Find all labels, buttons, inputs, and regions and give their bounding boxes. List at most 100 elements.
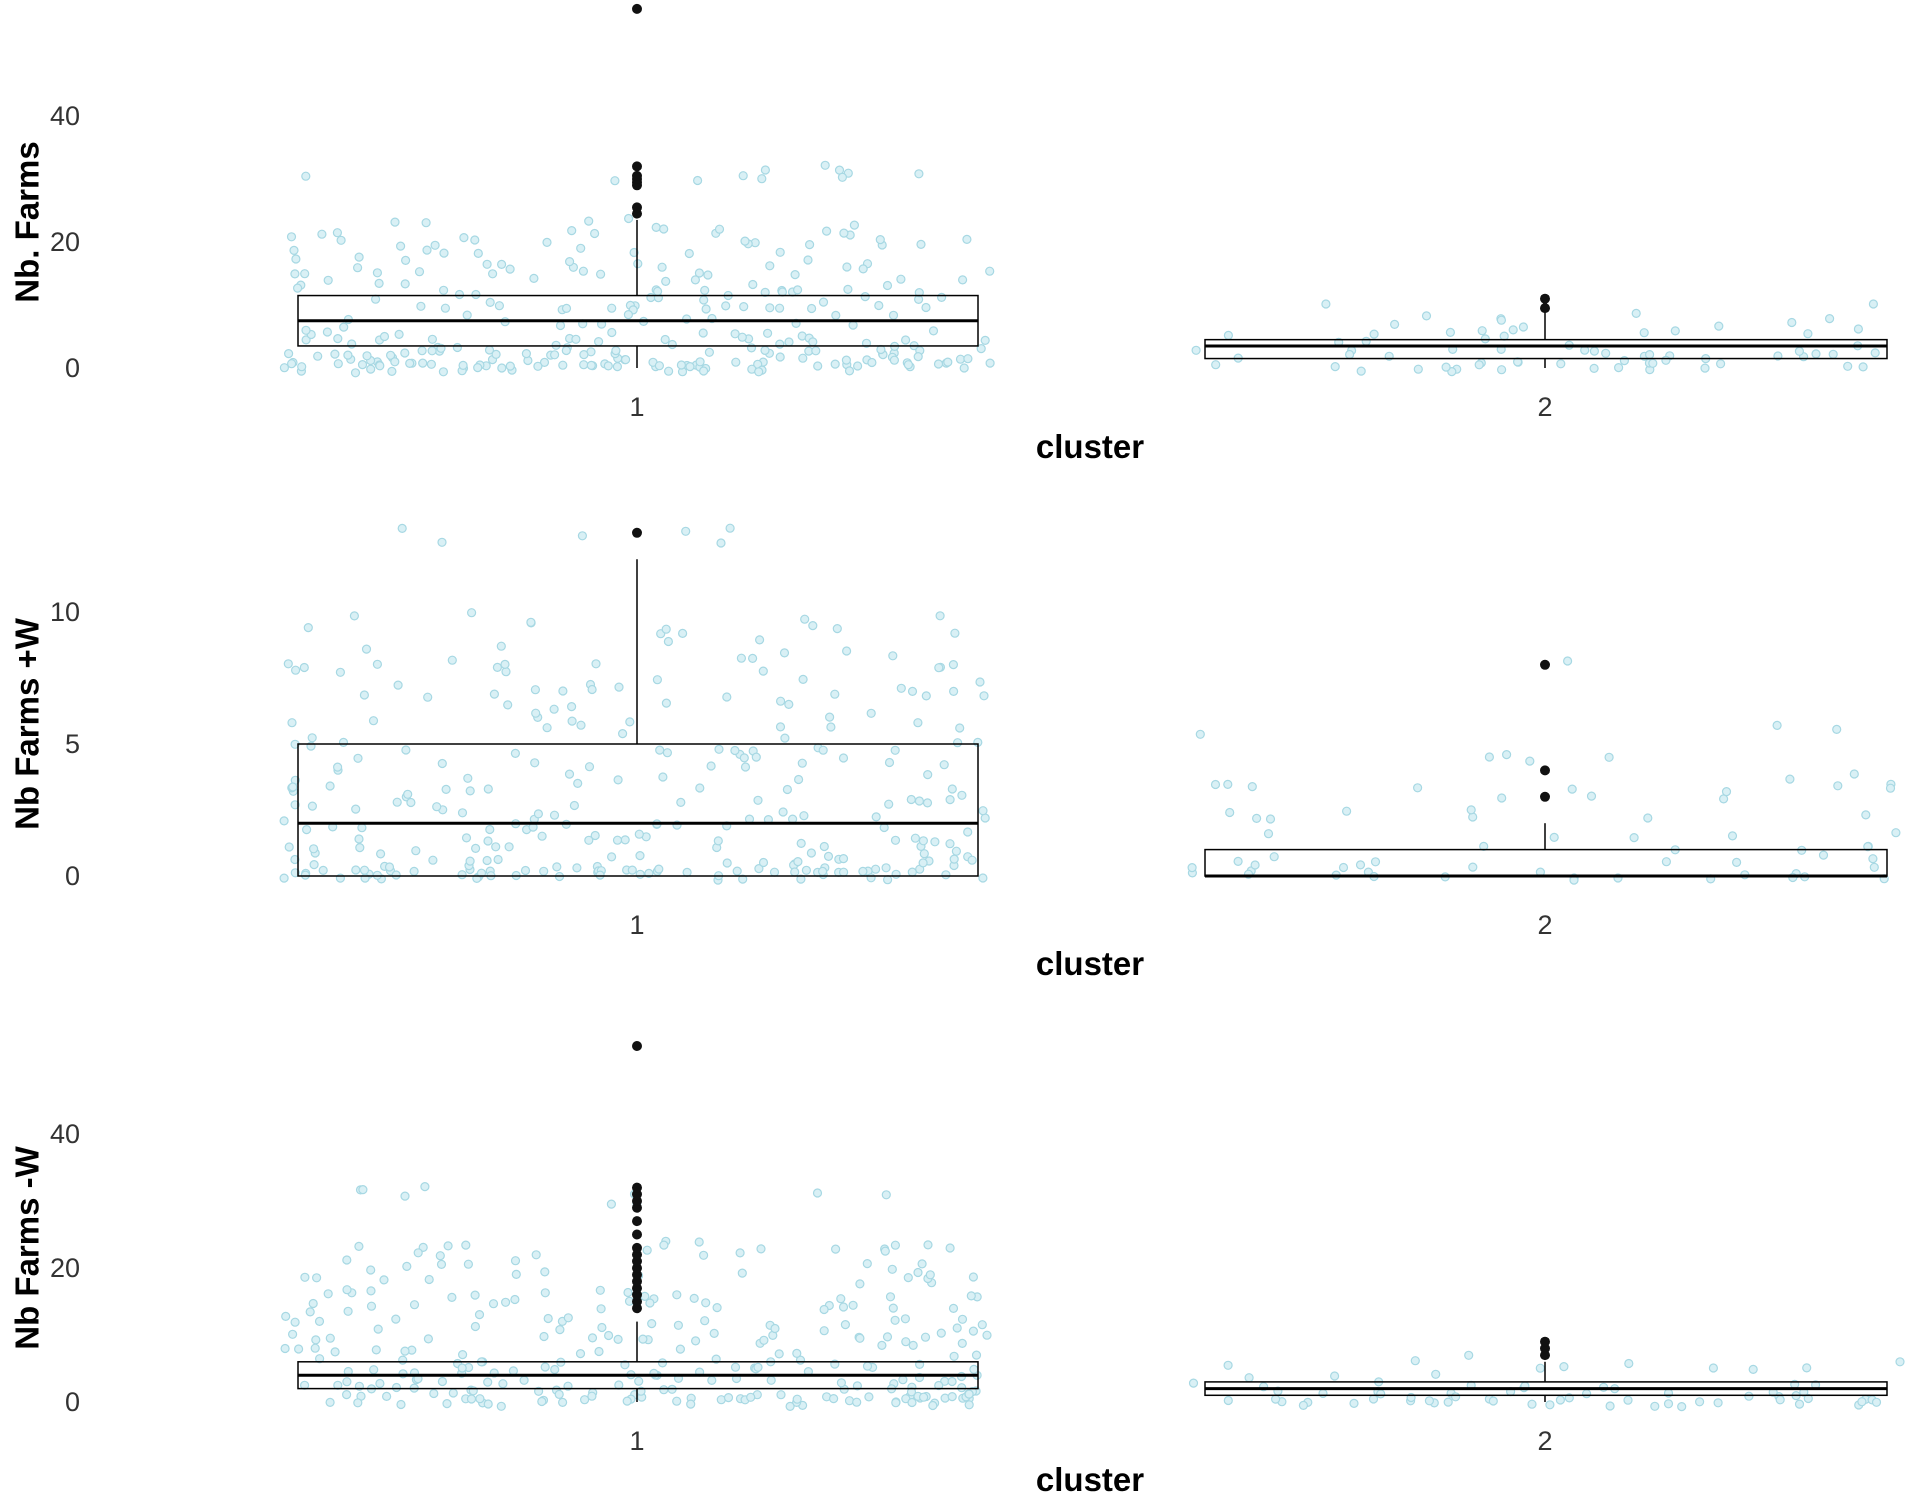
jitter-point [1869, 862, 1879, 872]
jitter-point [414, 267, 425, 277]
jitter-point [948, 1303, 959, 1314]
jitter-point [739, 753, 749, 763]
jitter-point [1643, 813, 1653, 823]
jitter-point [573, 778, 583, 789]
jitter-point [421, 218, 431, 228]
jitter-point [658, 772, 668, 782]
jitter-point [587, 684, 597, 695]
jitter-point [777, 287, 788, 297]
jitter-point [1849, 769, 1859, 779]
jitter-point [779, 648, 790, 658]
jitter-point [343, 1306, 353, 1316]
jitter-point [930, 837, 940, 847]
jitter-point [416, 301, 426, 311]
jitter-point [652, 286, 663, 296]
jitter-point [428, 855, 438, 865]
jitter-point [964, 1400, 974, 1410]
jitter-point [1424, 1396, 1435, 1406]
jitter-point [503, 700, 513, 710]
jitter-point [406, 797, 416, 808]
jitter-point [746, 343, 757, 353]
jitter-point [673, 1320, 684, 1330]
jitter-point [866, 873, 876, 883]
jitter-point [877, 1340, 887, 1351]
box-iqr [1204, 338, 1888, 360]
jitter-point [1265, 814, 1276, 824]
jitter-point [440, 303, 450, 313]
jitter-point [855, 1279, 865, 1289]
jitter-point [722, 858, 732, 868]
jitter-point [838, 1302, 849, 1312]
jitter-point [1818, 850, 1829, 860]
jitter-point [784, 699, 794, 710]
jitter-point [928, 1400, 938, 1411]
jitter-point [587, 1391, 597, 1401]
jitter-point [963, 354, 973, 364]
jitter-point [1269, 852, 1279, 862]
jitter-point [301, 325, 311, 335]
jitter-point [1450, 1392, 1461, 1402]
jitter-point [655, 745, 665, 755]
jitter-point [976, 344, 986, 354]
jitter-point [353, 263, 363, 273]
jitter-point [1247, 781, 1257, 792]
jitter-point [713, 836, 723, 846]
jitter-point [459, 233, 469, 243]
jitter-point [622, 1396, 632, 1406]
jitter-point [731, 357, 741, 367]
jitter-point [623, 1287, 633, 1298]
jitter-point [959, 363, 969, 373]
jitter-point [595, 870, 605, 880]
jitter-point [1775, 1395, 1785, 1405]
jitter-point [852, 1397, 862, 1407]
jitter-point [737, 332, 747, 342]
jitter-point [635, 869, 645, 879]
jitter-point [426, 359, 436, 369]
jitter-point [496, 1401, 506, 1411]
jitter-point [610, 176, 620, 186]
jitter-point [305, 1307, 315, 1317]
jitter-point [661, 624, 671, 634]
jitter-point [925, 1270, 935, 1280]
jitter-point [379, 331, 390, 342]
jitter-point [1559, 1361, 1569, 1372]
jitter-point [557, 1397, 568, 1408]
jitter-point [333, 334, 343, 344]
jitter-point [307, 733, 317, 743]
jitter-point [614, 682, 624, 692]
jitter-point [1832, 724, 1842, 735]
jitter-point [371, 294, 381, 304]
jitter-point [354, 252, 364, 262]
jitter-point [540, 1362, 550, 1372]
jitter-point [471, 843, 481, 854]
jitter-point [661, 698, 672, 708]
jitter-point [558, 360, 568, 370]
jitter-point [775, 247, 785, 257]
jitter-point [1714, 321, 1724, 331]
jitter-point [353, 753, 363, 763]
jitter-point [1549, 832, 1559, 843]
jitter-point [684, 248, 694, 259]
jitter-point [1772, 720, 1782, 731]
jitter-point [302, 824, 312, 835]
jitter-point [1631, 308, 1641, 318]
jitter-point [806, 303, 817, 314]
jitter-point [922, 798, 933, 808]
jitter-point [620, 355, 631, 365]
jitter-point [549, 810, 560, 820]
jitter-point [634, 829, 644, 839]
jitter-point [465, 856, 475, 866]
jitter-point [1443, 1397, 1453, 1407]
jitter-point [505, 264, 515, 274]
jitter-point [1445, 327, 1456, 337]
jitter-point [659, 1240, 669, 1250]
jitter-point [613, 1334, 623, 1345]
jitter-point [695, 357, 705, 367]
jitter-point [952, 1323, 962, 1333]
jitter-point [800, 614, 810, 624]
jitter-point [918, 1392, 929, 1402]
jitter-point [882, 280, 893, 291]
jitter-point [1496, 315, 1507, 325]
outlier-point [632, 527, 642, 538]
jitter-point [1677, 1401, 1687, 1412]
